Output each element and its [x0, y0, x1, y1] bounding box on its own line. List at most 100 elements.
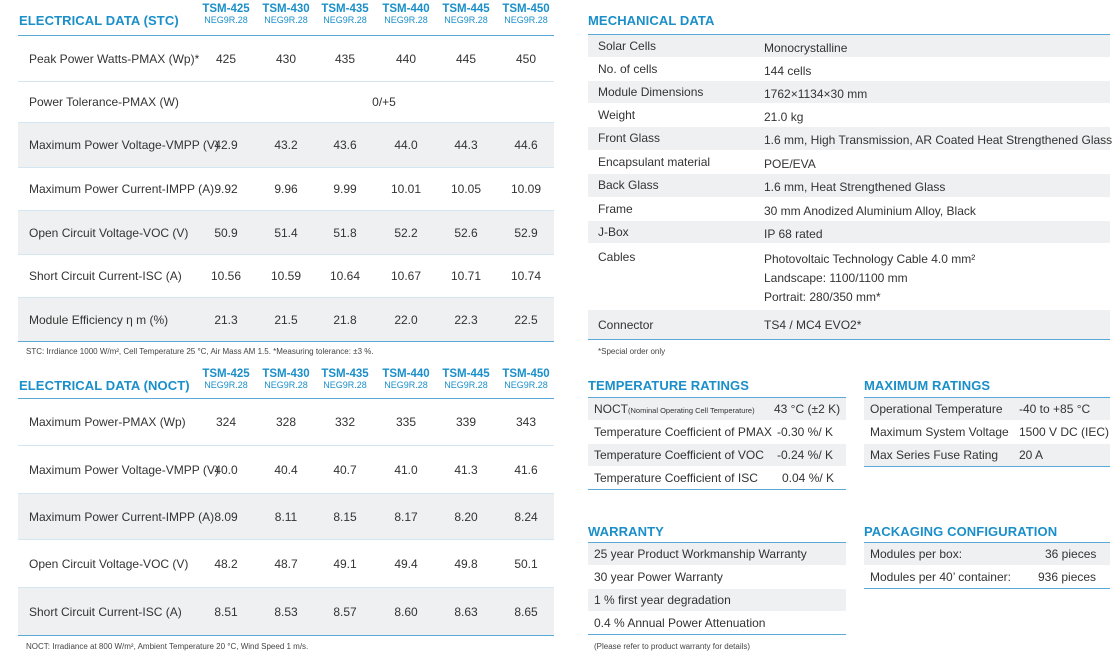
cell: 49.8 [454, 556, 478, 571]
maximum-title: MAXIMUM RATINGS [864, 378, 991, 393]
warranty-row: 0.4 % Annual Power Attenuation [588, 612, 846, 635]
mech-row-solar-cells: Solar Cells Monocrystalline [588, 35, 1110, 58]
cell: 8.15 [333, 509, 357, 524]
cell: 43.2 [274, 138, 298, 152]
mech-row-connector: Connector TS4 / MC4 EVO2* [588, 310, 1110, 340]
temp-key: Temperature Coefficient of PMAX [594, 425, 772, 439]
cell: 440 [395, 51, 417, 66]
cell: 8.53 [274, 604, 298, 619]
temp-key: Temperature Coefficient of VOC [594, 448, 764, 462]
temp-value: -0.24 %/ K [777, 448, 834, 462]
cell: 9.92 [214, 182, 238, 196]
stc-footnote: STC: Irrdiance 1000 W/m², Cell Temperatu… [26, 347, 374, 356]
packaging-table: Modules per box: 36 pieces Modules per 4… [864, 542, 1110, 589]
cell: 335 [395, 415, 417, 429]
max-value: -40 to +85 °C [1019, 402, 1091, 416]
row-label: Maximum Power Voltage-VMPP (V) [29, 462, 219, 477]
cell: 22.5 [514, 312, 538, 327]
stc-row-efficiency: Module Efficiency η m (%) 21.3 21.5 21.8… [18, 298, 554, 342]
cell: 332 [334, 415, 356, 429]
mech-value: 1.6 mm, High Transmission, AR Coated Hea… [764, 133, 1113, 147]
max-key: Maximum System Voltage [870, 425, 1009, 439]
cell: 435 [334, 51, 356, 66]
packaging-title: PACKAGING CONFIGURATION [864, 524, 1058, 539]
mech-key: Module Dimensions [598, 85, 704, 99]
stc-model-4: TSM-440 NEG9R.28 [382, 3, 430, 25]
packaging-key: Modules per box: [870, 547, 963, 561]
stc-row-peak-power: Peak Power Watts-PMAX (Wp)* 425 430 435 … [18, 36, 554, 82]
cell: 41.0 [394, 462, 418, 477]
warranty-table: 25 year Product Workmanship Warranty 30 … [588, 542, 846, 635]
temperature-table: NOCT(Nominal Operating Cell Temperature)… [588, 397, 846, 490]
cell: 8.24 [514, 509, 538, 524]
mech-key: Frame [598, 202, 633, 216]
cell: 40.0 [214, 462, 238, 477]
stc-row-voc: Open Circuit Voltage-VOC (V) 50.9 51.4 5… [18, 211, 554, 255]
noct-row-impp: Maximum Power Current-IMPP (A) 8.09 8.11… [18, 494, 554, 540]
row-label: Maximum Power Current-IMPP (A) [29, 182, 215, 196]
cell: 50.1 [514, 556, 538, 571]
mech-row-encapsulant: Encapsulant material POE/EVA [588, 151, 1110, 174]
stc-row-power-tolerance: Power Tolerance-PMAX (W) 0/+5 [18, 82, 554, 123]
mech-row-front-glass: Front Glass 1.6 mm, High Transmission, A… [588, 127, 1113, 151]
cell: 44.3 [454, 138, 478, 152]
row-label: Power Tolerance-PMAX (W) [29, 95, 179, 109]
cell: 43.6 [333, 138, 357, 152]
cell: 8.11 [274, 509, 298, 524]
cell: 324 [215, 415, 237, 429]
noct-row-vmpp: Maximum Power Voltage-VMPP (V) 40.0 40.4… [18, 446, 554, 494]
mechanical-title: MECHANICAL DATA [588, 13, 715, 28]
mechanical-table: Solar Cells Monocrystalline No. of cells… [588, 34, 1113, 340]
cell: 48.7 [274, 556, 298, 571]
noct-model-2: TSM-430 NEG9R.28 [262, 368, 310, 390]
max-key: Operational Temperature [870, 402, 1003, 416]
max-row-fuse-rating: Max Series Fuse Rating 20 A [864, 444, 1110, 467]
cell: 10.05 [450, 182, 482, 196]
cell: 328 [275, 415, 297, 429]
cell: 10.59 [270, 269, 302, 283]
noct-footnote: NOCT: Irradiance at 800 W/m², Ambient Te… [26, 642, 309, 651]
cell: 40.4 [274, 462, 298, 477]
temp-key: NOCT(Nominal Operating Cell Temperature) [594, 402, 755, 416]
mech-value: IP 68 rated [764, 227, 823, 241]
cell: 52.6 [454, 225, 478, 240]
noct-row-voc: Open Circuit Voltage-VOC (V) 48.2 48.7 4… [18, 540, 554, 588]
mech-key: Solar Cells [598, 39, 657, 53]
warranty-text: 30 year Power Warranty [594, 570, 723, 584]
cell: 10.74 [510, 269, 542, 283]
mech-row-back-glass: Back Glass 1.6 mm, Heat Strengthened Gla… [588, 174, 1110, 198]
warranty-row: 1 % first year degradation [588, 589, 846, 612]
mech-row-frame: Frame 30 mm Anodized Aluminium Alloy, Bl… [588, 198, 1110, 221]
cell: 44.6 [514, 138, 538, 152]
temp-value: 43 °C (±2 K) [774, 402, 841, 416]
cell: 9.96 [274, 182, 298, 196]
warranty-footnote: (Please refer to product warranty for de… [594, 642, 751, 651]
temp-row-noct: NOCT(Nominal Operating Cell Temperature)… [588, 398, 846, 421]
mech-key: No. of cells [598, 62, 658, 76]
warranty-row: 30 year Power Warranty [588, 566, 846, 589]
mech-value: Photovoltaic Technology Cable 4.0 mm² La… [764, 250, 975, 307]
stc-model-header: TSM-425 NEG9R.28 TSM-430 NEG9R.28 TSM-435 N… [18, 0, 554, 36]
mechanical-footnote: *Special order only [598, 347, 666, 356]
row-label: Short Circuit Current-ISC (A) [29, 269, 182, 283]
cell: 8.20 [454, 509, 478, 524]
cell: 22.0 [394, 312, 418, 327]
cell: 9.99 [333, 182, 357, 196]
stc-model-6: TSM-450 NEG9R.28 [502, 3, 550, 25]
cell: 21.5 [274, 312, 298, 327]
mech-key: Encapsulant material [598, 155, 711, 169]
max-value: 20 A [1019, 448, 1044, 462]
cell: 51.4 [274, 225, 298, 240]
mech-row-cables: Cables Photovoltaic Technology Cable 4.0… [588, 244, 1110, 310]
mech-value: Monocrystalline [764, 41, 848, 55]
stc-model-5: TSM-445 NEG9R.28 [442, 3, 490, 25]
row-label: Maximum Power Current-IMPP (A) [29, 509, 215, 524]
cell: 21.3 [214, 312, 238, 327]
temp-value: 0.04 %/ K [782, 471, 835, 485]
noct-table: TSM-425 NEG9R.28 TSM-430 NEG9R.28 TSM-435 N… [18, 365, 554, 636]
cell: 10.64 [329, 269, 361, 283]
cell: 430 [275, 51, 297, 66]
cell: 10.71 [450, 269, 482, 283]
cell: 51.8 [333, 225, 357, 240]
packaging-value: 936 pieces [1038, 570, 1097, 584]
